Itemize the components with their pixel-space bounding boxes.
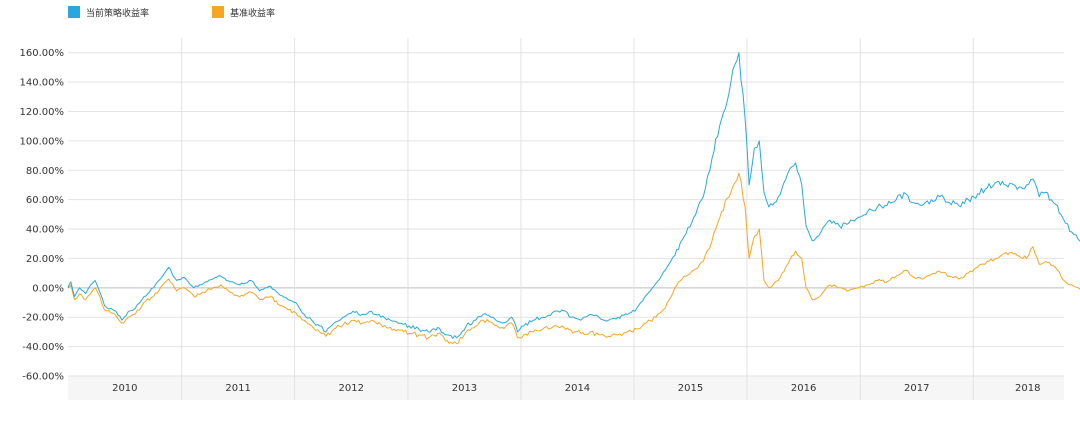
legend: 当前策略收益率 基准收益率 bbox=[68, 6, 275, 19]
gridlines bbox=[68, 38, 1064, 400]
plot-area bbox=[68, 38, 1064, 376]
legend-swatch-strategy bbox=[68, 6, 80, 18]
x-axis-band bbox=[68, 376, 1064, 400]
y-tick-label: 0.00% bbox=[32, 283, 64, 294]
series-lines bbox=[67, 52, 1080, 345]
legend-swatch-benchmark bbox=[212, 6, 224, 18]
x-tick-label: 2015 bbox=[678, 383, 703, 394]
y-tick-label: 60.00% bbox=[26, 195, 64, 206]
y-tick-label: 160.00% bbox=[20, 48, 65, 59]
x-tick-label: 2010 bbox=[112, 383, 137, 394]
series-line-benchmark bbox=[67, 172, 1080, 345]
x-tick-label: 2011 bbox=[225, 383, 250, 394]
plot-background bbox=[68, 38, 1064, 400]
y-tick-label: -20.00% bbox=[22, 313, 64, 324]
x-tick-label: 2018 bbox=[1015, 383, 1040, 394]
x-tick-label: 2016 bbox=[791, 383, 816, 394]
y-tick-label: 140.00% bbox=[20, 78, 65, 89]
y-tick-label: 20.00% bbox=[26, 254, 64, 265]
legend-item-strategy[interactable]: 当前策略收益率 bbox=[68, 6, 149, 19]
legend-label-strategy: 当前策略收益率 bbox=[86, 7, 149, 19]
x-tick-label: 2012 bbox=[339, 383, 364, 394]
y-tick-label: 120.00% bbox=[20, 107, 65, 118]
y-tick-label: 80.00% bbox=[26, 166, 64, 177]
y-tick-label: -60.00% bbox=[22, 372, 64, 383]
y-tick-label: 40.00% bbox=[26, 225, 64, 236]
series-line-strategy bbox=[67, 52, 1080, 339]
y-axis: -60.00% -40.00% -20.00% 0.00% 20.00% 40.00% 60… bbox=[20, 48, 65, 382]
x-tick-label: 2013 bbox=[452, 383, 477, 394]
x-axis: 2010 2011 2012 2013 2014 2015 2016 2017 2018 bbox=[112, 383, 1040, 394]
y-tick-label: 100.00% bbox=[20, 136, 65, 147]
legend-label-benchmark: 基准收益率 bbox=[230, 7, 275, 19]
x-tick-label: 2014 bbox=[565, 383, 590, 394]
x-tick-label: 2017 bbox=[904, 383, 929, 394]
legend-item-benchmark[interactable]: 基准收益率 bbox=[212, 6, 275, 19]
y-tick-label: -40.00% bbox=[22, 342, 64, 353]
